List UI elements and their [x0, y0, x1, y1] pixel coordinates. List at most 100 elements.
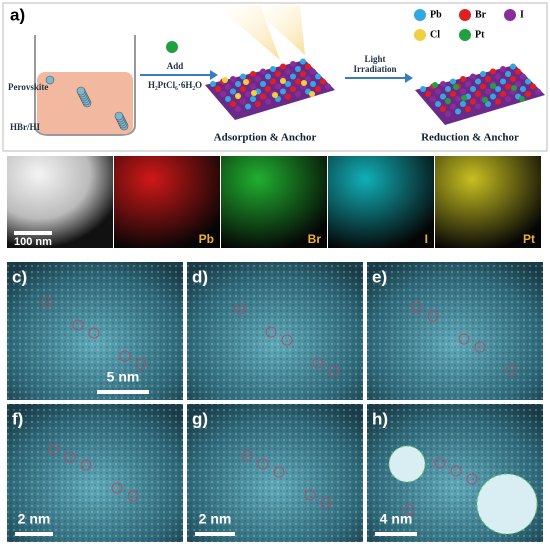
atom [440, 81, 446, 87]
atom [455, 96, 461, 102]
atom [275, 83, 281, 90]
marker [64, 451, 76, 463]
pt-atom [235, 93, 241, 99]
atom [245, 91, 251, 97]
atom [450, 91, 456, 97]
texture [187, 262, 363, 400]
pt-atom [222, 77, 228, 83]
atom [230, 88, 236, 95]
marker [411, 302, 423, 314]
particle [45, 75, 55, 85]
legend-label: Pt [475, 29, 485, 40]
marker [328, 365, 340, 377]
legend-swatch [459, 29, 471, 41]
atom [435, 101, 441, 107]
particle [114, 111, 124, 121]
legend-swatch [459, 9, 471, 21]
map-label: Pb [199, 232, 214, 246]
atom [305, 76, 311, 82]
atom [230, 101, 236, 107]
atom [430, 96, 436, 102]
scale-label: 5 nm [107, 369, 140, 385]
marker [80, 459, 92, 471]
atom [270, 78, 276, 85]
atom [225, 83, 231, 90]
beaker-label: Perovskite [8, 82, 48, 92]
arrowhead [405, 73, 413, 83]
light-beam [250, 5, 305, 55]
scale-label: 100 nm [14, 236, 52, 248]
atom [490, 68, 496, 75]
atom [325, 83, 331, 90]
atom [445, 111, 451, 117]
atom [480, 83, 486, 90]
marker [241, 450, 253, 462]
marker [119, 350, 131, 362]
caption: Adsorption & Anchor [214, 132, 317, 144]
atom [455, 108, 461, 115]
atom [420, 86, 426, 92]
atom [500, 66, 506, 72]
atom [250, 96, 256, 102]
atom [480, 71, 486, 77]
nanoparticle [388, 445, 426, 483]
atom [320, 78, 326, 85]
atom [315, 73, 321, 80]
atom [470, 86, 476, 92]
atom [245, 103, 251, 110]
atom [315, 86, 321, 92]
atom [495, 98, 501, 105]
atom [465, 106, 471, 112]
atom [255, 76, 261, 82]
atom [235, 106, 241, 112]
atom [500, 78, 506, 85]
map-label: Br [308, 232, 322, 246]
legend-swatch [414, 9, 426, 21]
atom [260, 68, 266, 75]
marker [474, 341, 486, 353]
atom [280, 88, 286, 95]
step-text: Light [364, 54, 385, 64]
atom [495, 73, 501, 80]
legend-swatch [414, 29, 426, 41]
marker [234, 303, 246, 315]
marker [281, 334, 293, 346]
marker [135, 358, 147, 370]
atom [515, 68, 521, 75]
legend-label: Cl [430, 29, 440, 40]
atom [290, 73, 296, 80]
atom [300, 71, 306, 77]
atom [290, 61, 296, 67]
atom [530, 83, 536, 90]
atom [535, 88, 541, 95]
panel-label: f) [12, 409, 23, 428]
atom [475, 103, 481, 110]
atom [495, 86, 501, 92]
marker [41, 296, 53, 308]
atom [285, 81, 291, 87]
atom [285, 68, 291, 75]
atom [260, 81, 266, 87]
atom [265, 73, 271, 80]
atom [250, 83, 256, 90]
scale-label: 4 nm [380, 511, 413, 527]
pt-atom [482, 97, 488, 103]
atom [450, 103, 456, 110]
pt-atom [280, 78, 286, 84]
atom [450, 78, 456, 85]
atom [270, 66, 276, 72]
marker [450, 465, 462, 477]
atom [505, 71, 511, 77]
map-label: Pt [523, 232, 535, 246]
legend-swatch [504, 9, 516, 21]
marker [273, 466, 285, 478]
atom [520, 86, 526, 92]
marker [427, 310, 439, 322]
beaker-label: HBr/HI [10, 122, 40, 132]
atom [440, 93, 446, 100]
atom [460, 88, 466, 95]
texture [7, 404, 183, 542]
atom [230, 76, 236, 82]
particle [76, 86, 86, 96]
